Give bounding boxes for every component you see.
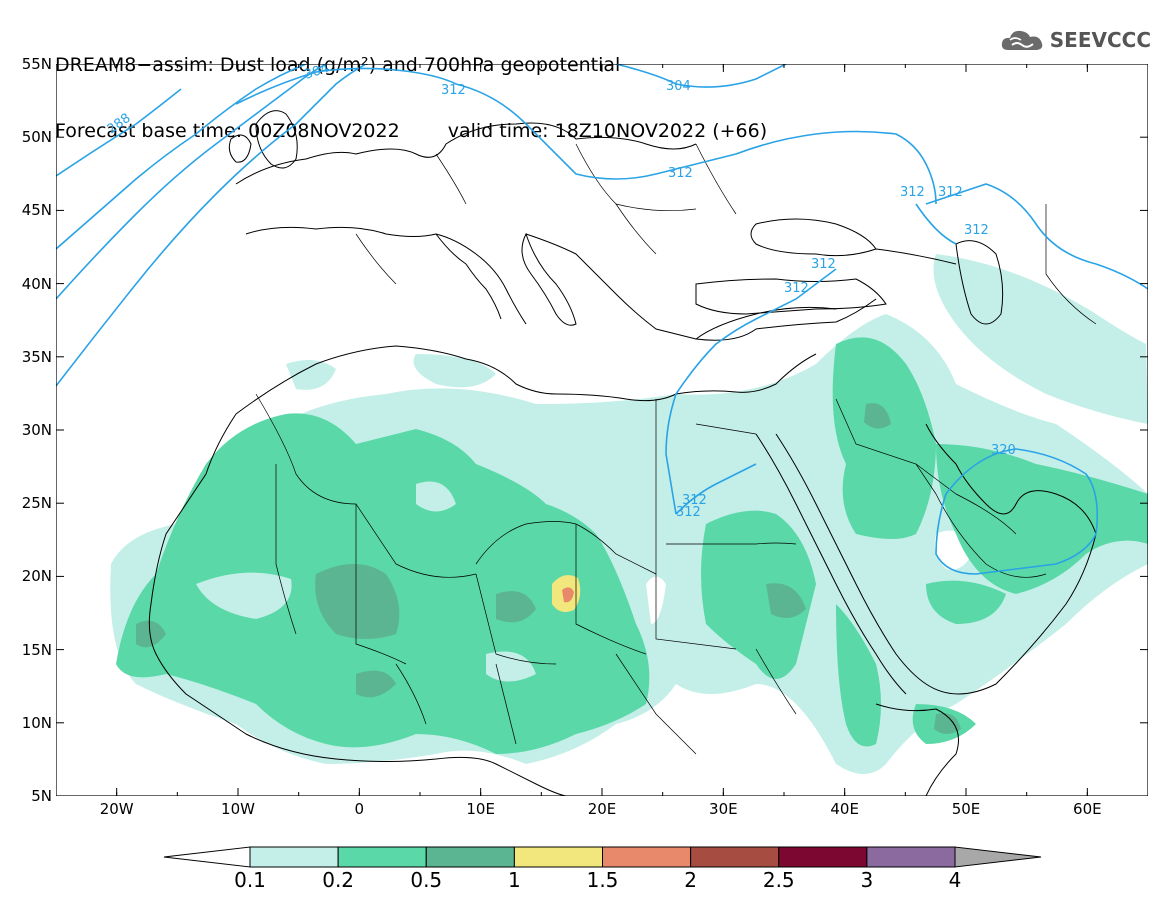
- map: 288 304 312 304 312 312 312 312 312 312 …: [56, 64, 1148, 796]
- lat-label: 20N: [21, 567, 52, 586]
- colorbar-tick-label: 2: [684, 868, 697, 888]
- contour-label: 288: [105, 111, 134, 138]
- dust-max: [552, 575, 581, 612]
- lon-label: 20W: [99, 800, 134, 818]
- colorbar-tick-label: 3: [861, 868, 874, 888]
- lat-label: 25N: [21, 494, 52, 513]
- colorbar-segment: [690, 846, 780, 868]
- colorbar-tick-label: 1.5: [587, 868, 619, 888]
- contour-label: 312: [900, 185, 925, 200]
- contour-label: 312: [668, 166, 693, 181]
- geopotential-contours: [56, 64, 1148, 575]
- coastlines: [148, 110, 1097, 796]
- colorbar-segment: [337, 846, 427, 868]
- title-line: DREAM8−assim: Dust load (g/m²) and 700hP…: [55, 54, 621, 76]
- lat-label: 15N: [21, 640, 52, 659]
- borders: [255, 143, 1097, 755]
- contour-label: 312: [964, 223, 989, 238]
- lon-label: 10E: [466, 800, 495, 818]
- lat-label: 5N: [31, 787, 52, 805]
- contour-label: 312: [682, 493, 707, 508]
- contour-label: 312: [938, 185, 963, 200]
- colorbar-segment: [513, 846, 603, 868]
- contour-label: 312: [441, 83, 466, 98]
- colorbar-svg: 0.1 0.2 0.5 1 1.5 2 2.5 3 4: [163, 846, 1042, 892]
- colorbar-over: [954, 846, 1042, 868]
- lon-label: 30E: [709, 800, 738, 818]
- lon-label: 0: [354, 800, 365, 818]
- colorbar-segment: [249, 846, 339, 868]
- contour-label: 304: [666, 79, 691, 94]
- colorbar-tick-label: 0.1: [234, 868, 266, 888]
- contour-label: 320: [991, 443, 1016, 458]
- lat-label: 40N: [21, 274, 52, 293]
- lat-label: 45N: [21, 201, 52, 220]
- colorbar-segment: [425, 846, 515, 868]
- colorbar-tick-label: 1: [508, 868, 521, 888]
- colorbar-segment: [602, 846, 692, 868]
- colorbar-segment: [866, 846, 956, 868]
- lat-label: 55N: [21, 55, 52, 73]
- lat-label: 35N: [21, 347, 52, 366]
- lat-label: 10N: [21, 713, 52, 732]
- colorbar-tick-label: 0.5: [410, 868, 442, 888]
- contour-label: 312: [784, 281, 809, 296]
- contour-label: 304: [303, 64, 331, 83]
- chart-title: DREAM8−assim: Dust load (g/m²) and 700hP…: [55, 10, 767, 164]
- colorbar-segment: [778, 846, 868, 868]
- contour-label: 312: [676, 505, 701, 520]
- colorbar: 0.1 0.2 0.5 1 1.5 2 2.5 3 4: [160, 843, 1045, 892]
- lon-label: 60E: [1073, 800, 1102, 818]
- axis-ticks: [56, 64, 1148, 796]
- logo-text: SEEVCCC: [1049, 28, 1151, 52]
- lon-label: 40E: [830, 800, 859, 818]
- contour-label: 312: [811, 257, 836, 272]
- lon-label: 10W: [221, 800, 255, 818]
- lat-label: 50N: [21, 128, 52, 147]
- colorbar-tick-label: 2.5: [763, 868, 795, 888]
- map-area: 288 304 312 304 312 312 312 312 312 312 …: [22, 55, 1148, 818]
- seevccc-logo: SEEVCCC: [1000, 26, 1151, 54]
- colorbar-tick-label: 0.2: [322, 868, 354, 888]
- dust-field-dark: [136, 403, 961, 734]
- colorbar-tick-label: 4: [949, 868, 962, 888]
- cloud-icon: [1001, 30, 1043, 50]
- lon-label: 50E: [951, 800, 981, 818]
- lat-label: 30N: [21, 421, 52, 439]
- colorbar-under: [163, 846, 251, 868]
- valid-time: valid time: 18Z10NOV2022 (+66): [447, 120, 768, 142]
- lon-label: 20E: [587, 800, 617, 818]
